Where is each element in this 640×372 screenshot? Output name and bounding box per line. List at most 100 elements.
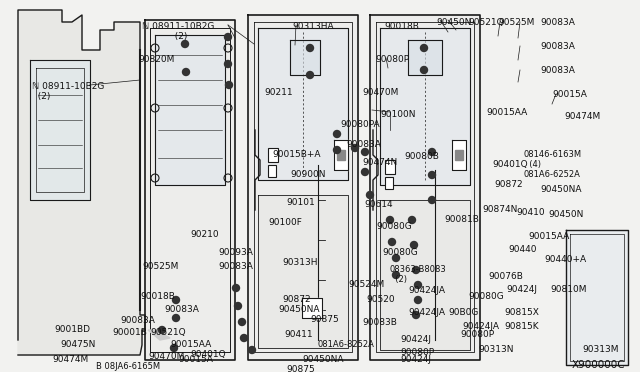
Circle shape xyxy=(248,346,255,353)
Text: 90521Q: 90521Q xyxy=(468,18,504,27)
Text: 90424J: 90424J xyxy=(400,335,431,344)
Text: 90470M: 90470M xyxy=(362,88,398,97)
Text: 90450NA: 90450NA xyxy=(302,355,344,364)
Text: 9001BD: 9001BD xyxy=(54,325,90,334)
Text: 90018B: 90018B xyxy=(384,22,419,31)
Circle shape xyxy=(173,314,179,321)
Text: 90083A: 90083A xyxy=(218,262,253,271)
Circle shape xyxy=(415,282,422,289)
Text: 90424J: 90424J xyxy=(506,285,537,294)
Text: 90015AA: 90015AA xyxy=(528,232,569,241)
Text: 90015B+A: 90015B+A xyxy=(272,150,321,159)
Circle shape xyxy=(429,196,435,203)
Text: 90076B: 90076B xyxy=(488,272,523,281)
Text: 90001B: 90001B xyxy=(112,328,147,337)
Text: 90424J: 90424J xyxy=(400,355,431,364)
Circle shape xyxy=(333,131,340,138)
Text: 90810M: 90810M xyxy=(550,285,586,294)
Polygon shape xyxy=(258,28,348,180)
Text: 90874N: 90874N xyxy=(482,205,517,214)
Circle shape xyxy=(182,68,189,76)
Text: 90521Q: 90521Q xyxy=(150,328,186,337)
Text: 90401Q: 90401Q xyxy=(190,350,226,359)
Text: 90815X: 90815X xyxy=(504,308,539,317)
Text: 90083A: 90083A xyxy=(540,18,575,27)
Text: 90083A: 90083A xyxy=(540,42,575,51)
Circle shape xyxy=(362,148,369,155)
Polygon shape xyxy=(18,10,145,355)
Polygon shape xyxy=(380,200,470,350)
Circle shape xyxy=(173,296,179,304)
Circle shape xyxy=(413,311,419,318)
Text: 90101: 90101 xyxy=(286,198,315,207)
Text: 90440: 90440 xyxy=(508,245,536,254)
Polygon shape xyxy=(566,230,628,365)
Text: 90525M: 90525M xyxy=(142,262,179,271)
Circle shape xyxy=(241,334,248,341)
Text: 90470M: 90470M xyxy=(148,352,184,361)
Polygon shape xyxy=(248,15,358,360)
Text: 90820M: 90820M xyxy=(138,55,174,64)
Circle shape xyxy=(387,217,394,224)
Text: 08146-6163M
  (4): 08146-6163M (4) xyxy=(524,150,582,169)
Text: 90080G: 90080G xyxy=(468,292,504,301)
Polygon shape xyxy=(290,40,320,75)
Circle shape xyxy=(429,148,435,155)
Text: 90B0G: 90B0G xyxy=(448,308,478,317)
Text: 90018B: 90018B xyxy=(140,292,175,301)
Circle shape xyxy=(307,71,314,78)
Text: 90083A: 90083A xyxy=(164,305,199,314)
Circle shape xyxy=(415,296,422,304)
Circle shape xyxy=(362,169,369,176)
Text: 90211: 90211 xyxy=(264,88,292,97)
Text: 90525M: 90525M xyxy=(498,18,534,27)
Text: 90614: 90614 xyxy=(364,200,392,209)
Text: 90424JA: 90424JA xyxy=(408,308,445,317)
Text: 90015A: 90015A xyxy=(178,355,213,364)
Text: 90080P: 90080P xyxy=(460,330,494,339)
Text: 90083A: 90083A xyxy=(346,140,381,149)
Circle shape xyxy=(408,217,415,224)
Polygon shape xyxy=(155,35,225,185)
Circle shape xyxy=(170,344,177,352)
Text: 90872: 90872 xyxy=(282,295,310,304)
Polygon shape xyxy=(334,140,348,170)
Text: X900000C: X900000C xyxy=(572,360,626,370)
Polygon shape xyxy=(258,195,348,348)
Circle shape xyxy=(420,45,428,51)
Text: 90313M: 90313M xyxy=(582,345,618,354)
Text: 90313H: 90313H xyxy=(282,258,317,267)
Text: 90015AA: 90015AA xyxy=(170,340,211,349)
Text: 90080P: 90080P xyxy=(375,55,409,64)
Text: 90875: 90875 xyxy=(310,315,339,324)
Text: 90872: 90872 xyxy=(494,180,523,189)
Circle shape xyxy=(225,81,232,89)
Circle shape xyxy=(234,302,241,310)
Bar xyxy=(268,148,278,162)
Text: 90475N: 90475N xyxy=(60,340,95,349)
Text: 90093A: 90093A xyxy=(218,248,253,257)
Text: 90474M: 90474M xyxy=(52,355,88,364)
Circle shape xyxy=(333,147,340,154)
Text: 90081B: 90081B xyxy=(444,215,479,224)
Circle shape xyxy=(239,318,246,326)
Polygon shape xyxy=(408,40,442,75)
Text: 90450NA: 90450NA xyxy=(278,305,319,314)
Polygon shape xyxy=(148,330,170,340)
Circle shape xyxy=(392,272,399,279)
Text: 90080B: 90080B xyxy=(404,152,439,161)
Text: ℕ 08911-10B2G
  (2): ℕ 08911-10B2G (2) xyxy=(32,82,104,101)
Text: 90083B: 90083B xyxy=(362,318,397,327)
Text: 90100N: 90100N xyxy=(380,110,415,119)
Text: 90474N: 90474N xyxy=(362,158,397,167)
Circle shape xyxy=(388,238,396,246)
Text: ℕ 08911-10B2G
  (2): ℕ 08911-10B2G (2) xyxy=(142,22,214,41)
Text: 90450N: 90450N xyxy=(436,18,472,27)
Text: 90313HA: 90313HA xyxy=(292,22,333,31)
Text: B 08JA6-6165M
    (4): B 08JA6-6165M (4) xyxy=(96,362,160,372)
Text: 081A6-6252A: 081A6-6252A xyxy=(524,170,581,179)
Circle shape xyxy=(307,45,314,51)
Polygon shape xyxy=(455,150,463,160)
Text: 90401Q: 90401Q xyxy=(492,160,527,169)
Text: 90083A: 90083A xyxy=(120,316,155,325)
